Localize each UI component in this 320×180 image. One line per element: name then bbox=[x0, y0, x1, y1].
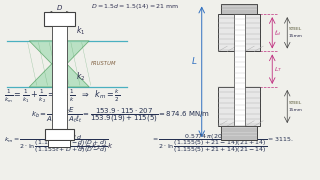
Text: D: D bbox=[57, 5, 62, 11]
Bar bbox=[52, 26, 67, 140]
Text: $L_T$: $L_T$ bbox=[274, 65, 282, 74]
Text: $k_1 = k_2 = k$: $k_1 = k_2 = k$ bbox=[76, 142, 115, 152]
Text: 15mm: 15mm bbox=[289, 108, 303, 112]
Text: 15mm: 15mm bbox=[289, 34, 303, 38]
Text: STEEL: STEEL bbox=[289, 101, 302, 105]
Text: $k_m = \dfrac{0.5774\,\pi\, E\, d}{2 \cdot \ln\dfrac{(1.155t+D-d)(D+d)}{(1.155t+: $k_m = \dfrac{0.5774\,\pi\, E\, d}{2 \cd… bbox=[4, 133, 108, 155]
Text: $D = 1.5d = 1.5(14) = 21$ mm: $D = 1.5d = 1.5(14) = 21$ mm bbox=[91, 2, 179, 11]
Text: STEEL: STEEL bbox=[289, 27, 302, 31]
Bar bbox=[218, 87, 260, 126]
Text: $\frac{1}{k_m} = \frac{1}{k_1} + \frac{1}{k_2} = \frac{1}{k} + \frac{1}{k}$  $\R: $\frac{1}{k_m} = \frac{1}{k_1} + \frac{1… bbox=[4, 87, 120, 105]
Text: $k_1$: $k_1$ bbox=[76, 25, 85, 37]
Bar bbox=[221, 3, 257, 14]
Bar bbox=[45, 129, 74, 140]
Bar bbox=[221, 126, 257, 140]
Text: $k_2$: $k_2$ bbox=[76, 71, 86, 83]
Bar bbox=[44, 12, 75, 26]
Bar bbox=[218, 14, 260, 51]
Text: $= \dfrac{0.5774\,\pi(207)(14)}{2 \cdot \ln\dfrac{(1.155(5)+21-14)(21+14)}{(1.15: $= \dfrac{0.5774\,\pi(207)(14)}{2 \cdot … bbox=[151, 132, 293, 155]
Polygon shape bbox=[29, 41, 89, 64]
Polygon shape bbox=[29, 64, 89, 87]
Text: L: L bbox=[192, 57, 197, 66]
Text: $k_b = \dfrac{A_d A_t E}{A_d \ell_t + A_t \ell_t}$$= \dfrac{153.9 \cdot 115 \cdo: $k_b = \dfrac{A_d A_t E}{A_d \ell_t + A_… bbox=[31, 106, 210, 125]
Text: $\ell_d$: $\ell_d$ bbox=[274, 28, 281, 38]
Bar bbox=[234, 3, 244, 140]
Text: FRUSTUM: FRUSTUM bbox=[91, 61, 116, 66]
Bar bbox=[48, 140, 70, 147]
